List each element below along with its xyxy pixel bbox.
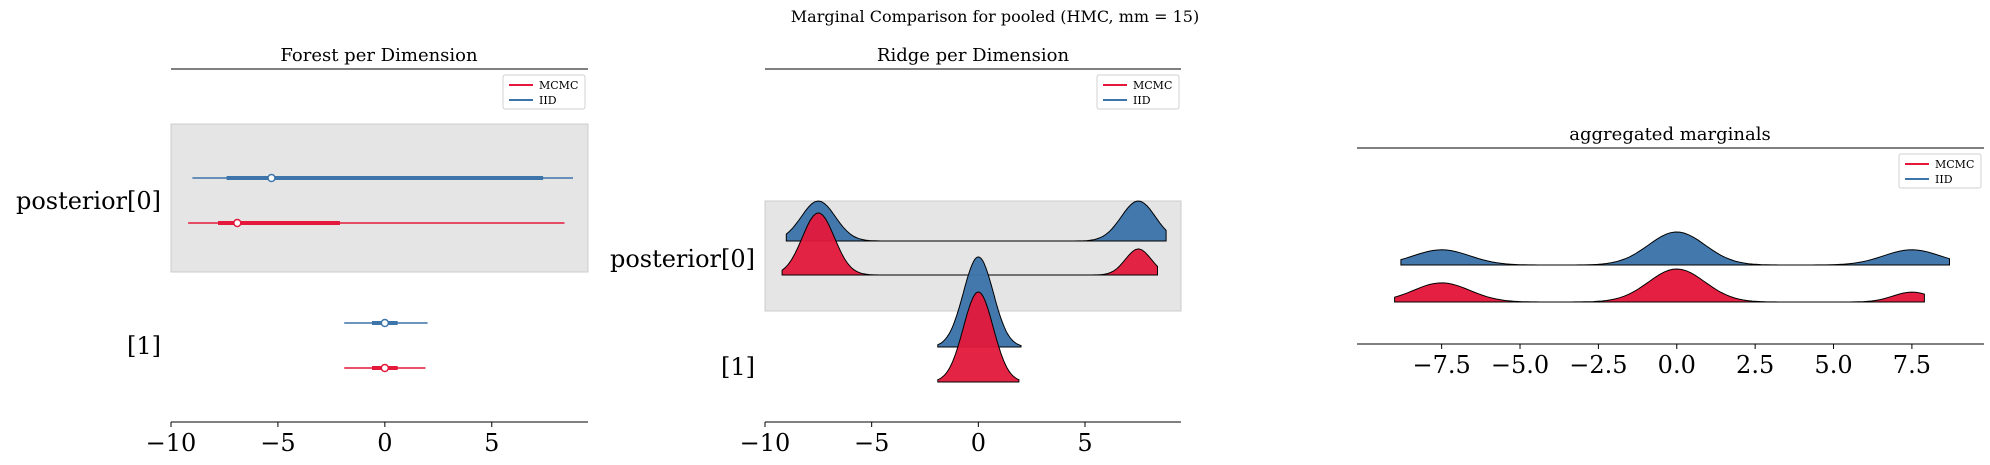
y-tick-label: [1] [721, 353, 755, 381]
legend-label-iid: IID [539, 94, 557, 107]
aggregate-density-mcmc [1394, 268, 1925, 303]
x-tick-label: 5.0 [1814, 351, 1852, 379]
ridge-density-mcmc [937, 291, 1020, 383]
panel-title: aggregated marginals [1569, 124, 1770, 145]
legend-label-mcmc: MCMC [1935, 158, 1974, 171]
forest-median-point [380, 318, 390, 328]
x-tick-label: 5 [1077, 429, 1092, 457]
x-tick-label: 7.5 [1893, 351, 1931, 379]
x-tick-label: −10 [146, 429, 197, 457]
x-tick-label: 0.0 [1658, 351, 1696, 379]
forest-median-point [380, 363, 390, 373]
forest-median-point [267, 173, 276, 183]
legend: MCMC IID [502, 74, 586, 110]
panel-title: Ridge per Dimension [877, 45, 1070, 66]
legend-label-mcmc: MCMC [539, 79, 578, 92]
x-tick-label: −2.5 [1569, 351, 1627, 379]
x-tick-label: −7.5 [1413, 351, 1471, 379]
aggregate-density-iid [1400, 231, 1950, 266]
x-tick-label: 5 [484, 429, 499, 457]
legend: MCMC IID [1898, 153, 1982, 189]
legend: MCMC IID [1096, 74, 1180, 110]
dimension-highlight-band [170, 123, 589, 273]
x-tick-label: −5 [854, 429, 889, 457]
x-tick-label: −5 [260, 429, 295, 457]
y-tick-label: posterior[0] [16, 187, 161, 215]
panel-title: Forest per Dimension [280, 45, 478, 66]
legend-label-mcmc: MCMC [1133, 79, 1172, 92]
legend-label-iid: IID [1133, 94, 1151, 107]
y-tick-label: posterior[0] [610, 245, 755, 273]
x-tick-label: −10 [740, 429, 791, 457]
x-tick-label: −5.0 [1491, 351, 1549, 379]
y-tick-label: [1] [127, 332, 161, 360]
legend-label-iid: IID [1935, 173, 1953, 186]
x-tick-label: 0 [377, 429, 392, 457]
x-tick-label: 0 [971, 429, 986, 457]
x-tick-label: 2.5 [1736, 351, 1774, 379]
forest-median-point [233, 218, 242, 228]
figure-suptitle: Marginal Comparison for pooled (HMC, mm … [791, 7, 1199, 26]
panels: Forest per Dimension posterior[0] [1] MCMC I… [16, 45, 1984, 457]
